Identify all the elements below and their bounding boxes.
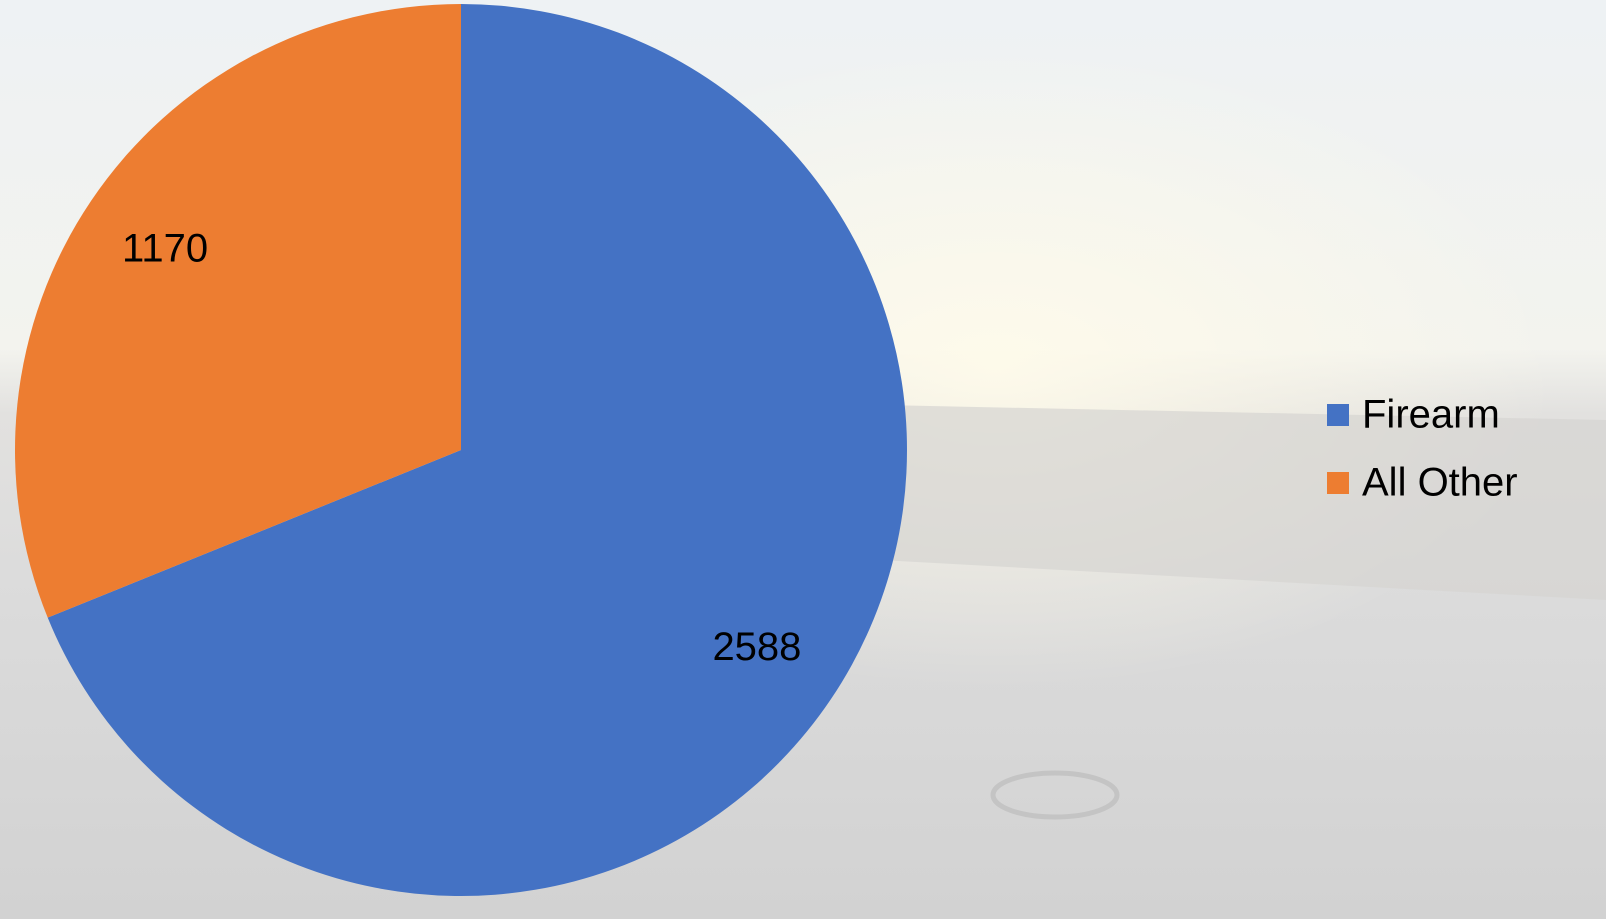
legend-swatch — [1327, 404, 1349, 426]
legend-label: All Other — [1362, 461, 1518, 505]
legend: Firearm All Other — [1327, 393, 1518, 505]
pie-slice — [14, 4, 462, 618]
background-manhole — [990, 770, 1120, 820]
background-wall — [880, 405, 1606, 600]
data-label: 2588 — [712, 625, 801, 669]
pie: 2588 1170 — [14, 4, 908, 896]
data-label: 1170 — [122, 226, 208, 270]
pie-slice — [47, 4, 908, 896]
legend-swatch — [1327, 472, 1349, 494]
legend-label: Firearm — [1362, 393, 1500, 437]
